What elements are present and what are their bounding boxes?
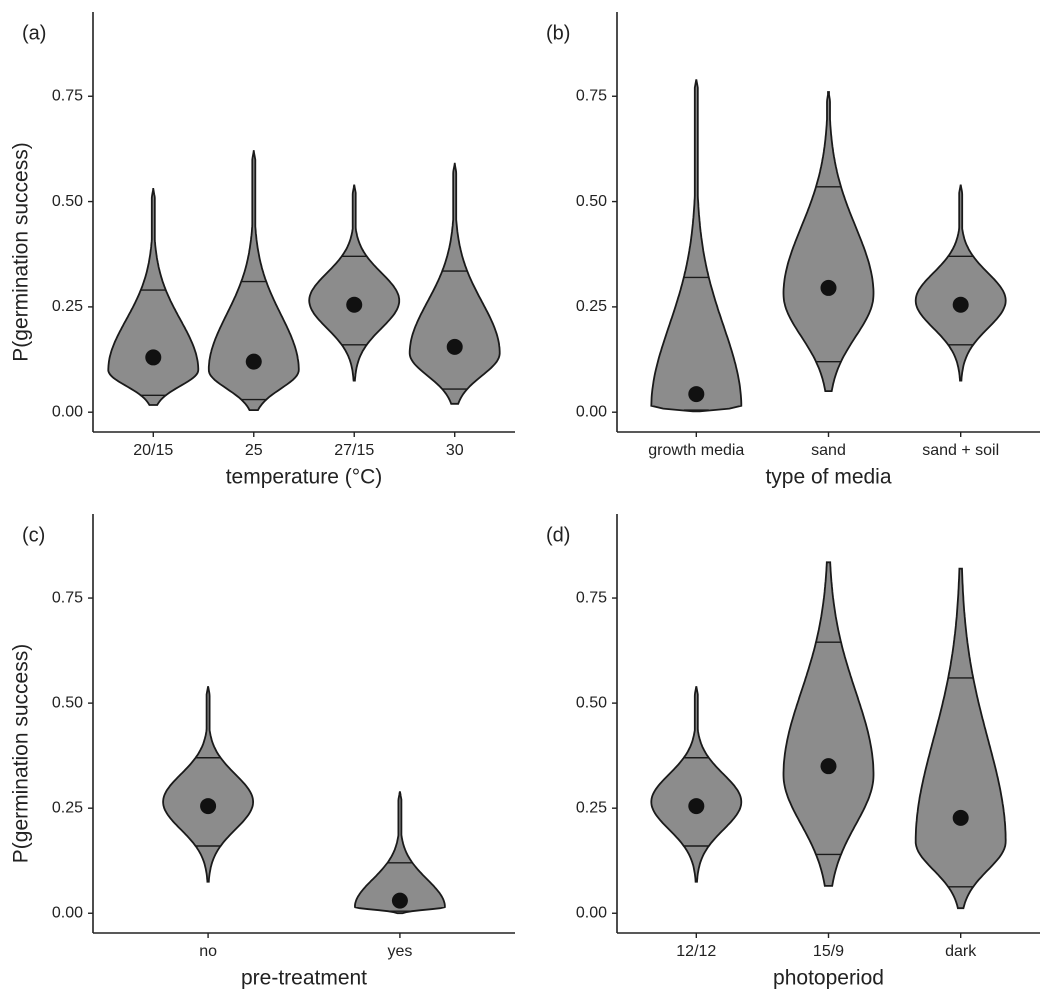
panel-label: (d) (546, 524, 570, 546)
x-tick-label: 30 (446, 442, 464, 459)
y-tick-label: 0.75 (52, 589, 83, 606)
point (391, 892, 408, 909)
point (346, 296, 363, 313)
y-tick-label: 0.00 (52, 403, 83, 420)
y-tick-label: 0.75 (52, 87, 83, 104)
y-tick-label: 0.25 (52, 298, 83, 315)
violin-body (782, 561, 875, 887)
x-tick-label: no (199, 943, 217, 960)
violin-body (914, 184, 1007, 382)
violin-body (353, 791, 446, 915)
panel: 0.00 0.25 0.50 0.75 (d) photoperiod 12/12 15/9 d… (546, 514, 1040, 990)
y-tick-label: 0.25 (576, 799, 607, 816)
x-tick-label: 20/15 (133, 442, 173, 459)
violin-body (782, 91, 875, 392)
point (446, 338, 463, 355)
violin-body (650, 79, 743, 413)
y-tick-label: 0.50 (576, 694, 607, 711)
violin-body (107, 188, 200, 406)
x-tick-label: 15/9 (813, 943, 844, 960)
point (145, 349, 162, 366)
y-tick-label: 0.00 (52, 904, 83, 921)
x-tick-label: 27/15 (334, 442, 374, 459)
violin-body (408, 162, 501, 405)
x-tick-label: sand (811, 442, 846, 459)
violin-body (207, 150, 300, 411)
x-axis-title: temperature (°C) (226, 466, 383, 489)
y-axis-title: P(germination success) (10, 644, 33, 863)
x-axis-title: photoperiod (773, 967, 884, 990)
y-axis-title: P(germination success) (10, 142, 33, 361)
point (952, 809, 969, 826)
x-axis-title: type of media (765, 466, 891, 489)
x-tick-label: dark (945, 943, 977, 960)
panel: 0.00 0.25 0.50 0.75 (b) type of media growth m… (546, 12, 1040, 489)
y-tick-label: 0.75 (576, 589, 607, 606)
point (245, 353, 262, 370)
violin-body (162, 686, 255, 883)
panel-label: (c) (22, 524, 45, 546)
y-tick-label: 0.50 (576, 193, 607, 210)
point (688, 386, 705, 403)
x-tick-label: 25 (245, 442, 263, 459)
y-tick-label: 0.50 (52, 694, 83, 711)
y-tick-label: 0.25 (52, 799, 83, 816)
point (820, 758, 837, 775)
y-tick-label: 0.50 (52, 193, 83, 210)
point (688, 798, 705, 815)
panel-label: (a) (22, 22, 46, 44)
panel-label: (b) (546, 22, 570, 44)
point (200, 798, 217, 815)
x-tick-label: yes (387, 943, 412, 960)
x-tick-label: 12/12 (676, 943, 716, 960)
violin-body (914, 567, 1007, 910)
y-tick-label: 0.00 (576, 403, 607, 420)
x-axis-title: pre-treatment (241, 967, 367, 990)
y-tick-label: 0.25 (576, 298, 607, 315)
violin-body (308, 184, 401, 382)
point (820, 279, 837, 296)
panel: 0.00 0.25 0.50 0.75 (a) P(germination success… (10, 12, 515, 489)
y-tick-label: 0.75 (576, 87, 607, 104)
x-tick-label: sand + soil (922, 442, 999, 459)
point (952, 296, 969, 313)
panel: 0.00 0.25 0.50 0.75 (c) P(germination success… (10, 514, 515, 990)
y-tick-label: 0.00 (576, 904, 607, 921)
violin-body (650, 686, 743, 883)
x-tick-label: growth media (648, 442, 744, 459)
